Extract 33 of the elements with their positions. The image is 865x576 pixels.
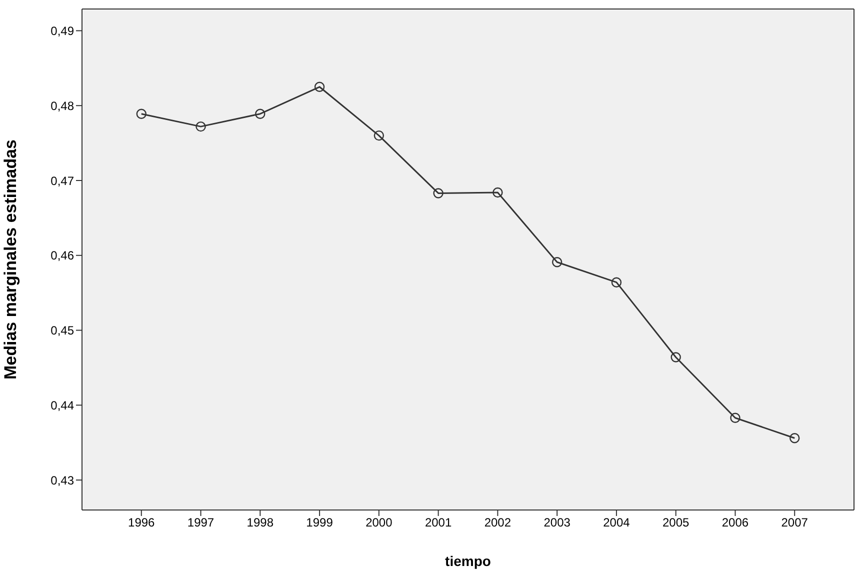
- x-tick-label: 1996: [128, 516, 156, 530]
- y-axis-title: Medias marginales estimadas: [1, 139, 20, 380]
- x-tick-label: 2001: [424, 516, 452, 530]
- point: [790, 433, 800, 444]
- y-tick-label: 0,44: [50, 398, 74, 412]
- point: [314, 82, 325, 92]
- x-tick-label: 2007: [781, 516, 808, 530]
- point: [552, 257, 562, 268]
- x-tick-label: 2006: [722, 516, 749, 530]
- point: [433, 188, 444, 198]
- x-tick-label: 2004: [603, 516, 630, 530]
- point: [730, 412, 740, 423]
- point: [255, 108, 266, 119]
- y-tick-label: 0,48: [50, 98, 74, 113]
- x-tick-label: 2005: [662, 516, 690, 530]
- y-tick-label: 0,45: [50, 324, 74, 338]
- x-tick-label: 2003: [544, 516, 571, 530]
- point: [374, 130, 384, 141]
- point: [611, 277, 622, 288]
- x-tick-label: 1999: [306, 516, 334, 530]
- x-tick-label: 2002: [484, 516, 512, 530]
- x-tick-label: 1997: [187, 516, 214, 530]
- point: [492, 187, 503, 198]
- y-tick-label: 0,43: [50, 473, 74, 488]
- x-tick-label: 2000: [366, 516, 393, 530]
- x-tick-label: 1998: [246, 516, 274, 530]
- x-axis-title: tiempo: [445, 553, 491, 569]
- y-tick-label: 0,46: [50, 248, 74, 263]
- point: [196, 121, 206, 132]
- y-tick-label: 0,47: [50, 174, 74, 188]
- point: [136, 108, 146, 119]
- y-tick-label: 0,49: [50, 24, 74, 38]
- point: [670, 352, 681, 362]
